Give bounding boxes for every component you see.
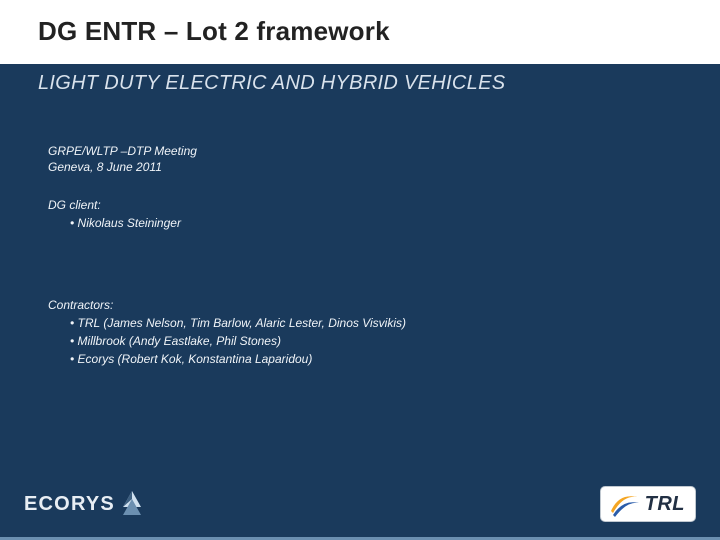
ecorys-logo-text: ECORYS xyxy=(24,493,115,516)
client-item: Nikolaus Steininger xyxy=(48,215,692,232)
contractor-item: TRL (James Nelson, Tim Barlow, Alaric Le… xyxy=(48,314,692,332)
meeting-info: GRPE/WLTP –DTP Meeting Geneva, 8 June 20… xyxy=(0,95,720,175)
title-block: DG ENTR – Lot 2 framework xyxy=(0,0,720,64)
client-heading: DG client: xyxy=(48,197,692,214)
trl-logo-text: TRL xyxy=(645,493,685,516)
ecorys-triangle-icon xyxy=(121,489,143,519)
contractor-item: Millbrook (Andy Eastlake, Phil Stones) xyxy=(48,332,692,350)
contractors-block: Contractors: TRL (James Nelson, Tim Barl… xyxy=(0,232,720,368)
meeting-line-1: GRPE/WLTP –DTP Meeting xyxy=(48,143,692,159)
slide: DG ENTR – Lot 2 framework LIGHT DUTY ELE… xyxy=(0,0,720,540)
client-block: DG client: Nikolaus Steininger xyxy=(0,175,720,232)
contractors-heading: Contractors: xyxy=(48,296,692,314)
trl-swoosh-icon xyxy=(609,491,639,517)
meeting-line-2: Geneva, 8 June 2011 xyxy=(48,159,692,175)
slide-title: DG ENTR – Lot 2 framework xyxy=(38,16,692,47)
ecorys-logo: ECORYS xyxy=(24,489,143,519)
trl-logo: TRL xyxy=(600,486,696,522)
contractor-item: Ecorys (Robert Kok, Konstantina Laparido… xyxy=(48,350,692,368)
slide-subtitle: LIGHT DUTY ELECTRIC AND HYBRID VEHICLES xyxy=(0,64,720,95)
footer: ECORYS TRL xyxy=(0,474,720,540)
